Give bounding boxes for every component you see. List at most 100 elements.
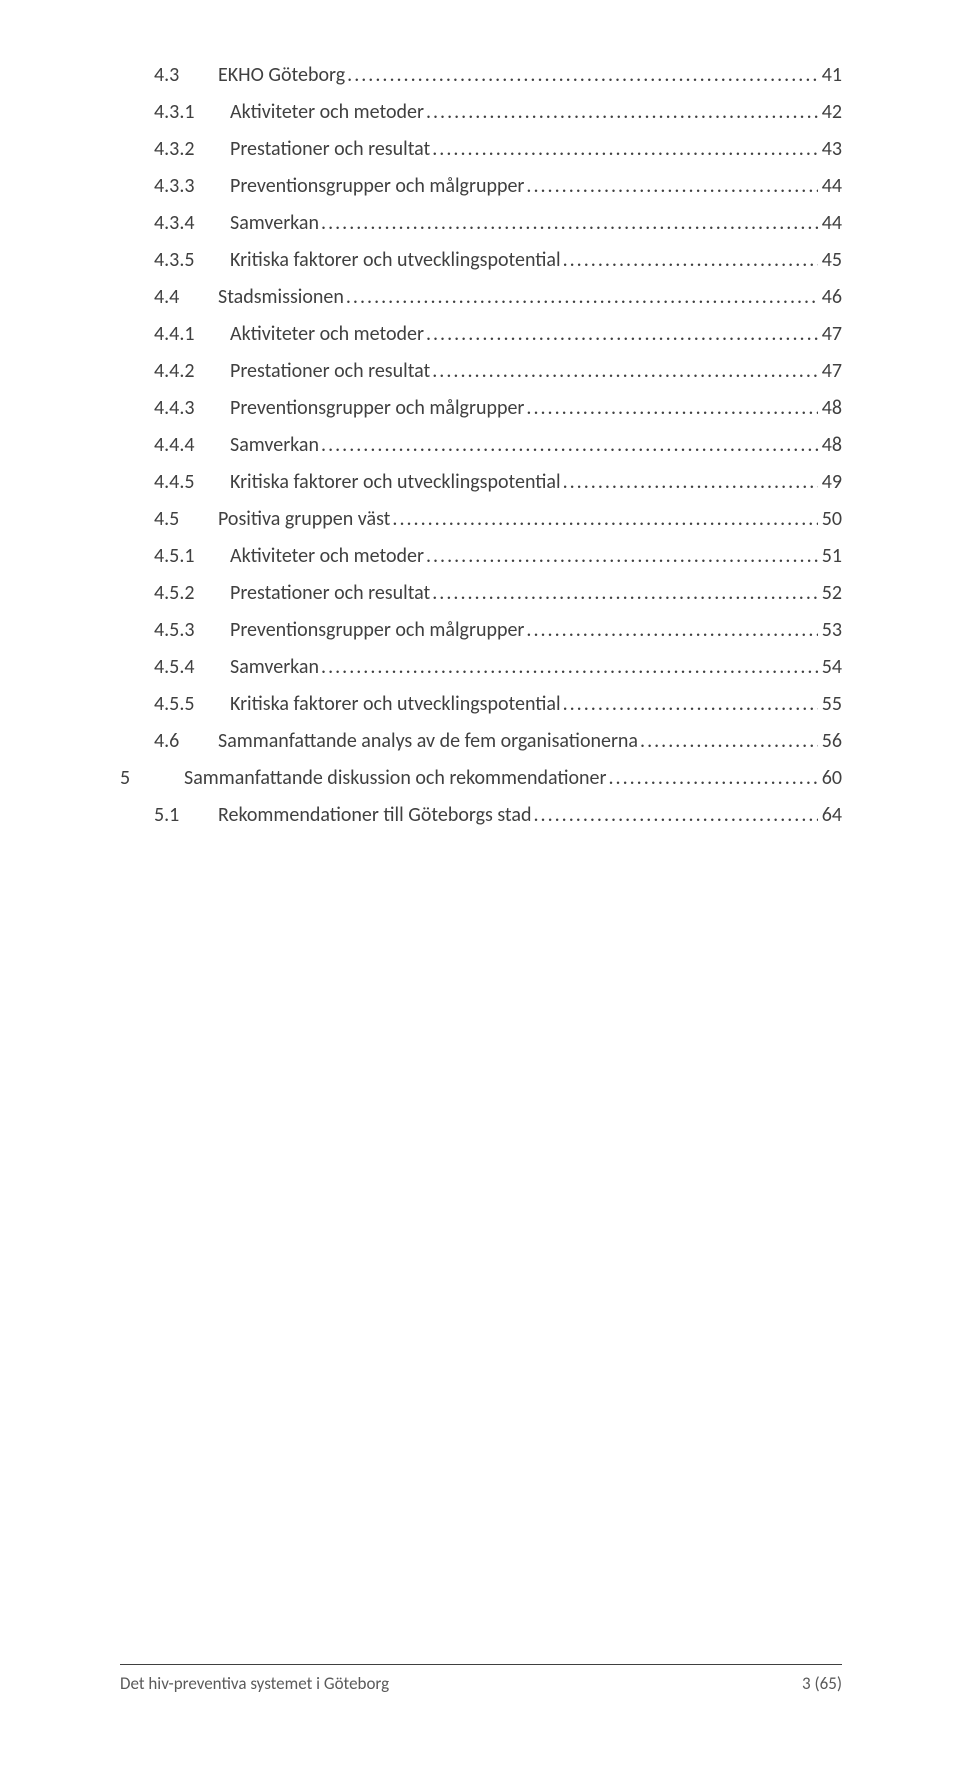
toc-entry-number: 4.4.1 [154, 317, 230, 351]
toc-leader-dots [563, 243, 818, 277]
toc-entry: 5Sammanfattande diskussion och rekommend… [120, 761, 842, 795]
toc-entry: 4.5.4Samverkan54 [120, 650, 842, 684]
toc-entry-number: 4.3.3 [154, 169, 230, 203]
toc-entry-title: Preventionsgrupper och målgrupper [230, 613, 526, 647]
toc-entry: 4.5.2Prestationer och resultat 52 [120, 576, 842, 610]
toc-entry: 4.3.2Prestationer och resultat43 [120, 132, 842, 166]
toc-entry-title: Kritiska faktorer och utvecklingspotenti… [230, 243, 563, 277]
toc-entry-title: Preventionsgrupper och målgrupper [230, 391, 526, 425]
toc-leader-dots [563, 465, 818, 499]
toc-entry-number: 4.3 [154, 58, 218, 92]
toc-leader-dots [426, 539, 818, 573]
toc-leader-dots [533, 798, 817, 832]
toc-entry: 4.5.1Aktiviteter och metoder 51 [120, 539, 842, 573]
toc-entry-page: 51 [818, 539, 842, 573]
footer-doc-title: Det hiv-preventiva systemet i Göteborg [120, 1673, 389, 1694]
toc-leader-dots [321, 650, 818, 684]
toc-leader-dots [432, 576, 817, 610]
toc-entry-title: Sammanfattande diskussion och rekommenda… [184, 761, 608, 795]
toc-entry-number: 4.5.3 [154, 613, 230, 647]
toc-leader-dots [640, 724, 818, 758]
toc-entry: 4.3EKHO Göteborg 41 [120, 58, 842, 92]
toc-entry-title: EKHO Göteborg [218, 58, 347, 92]
toc-entry: 4.3.3Preventionsgrupper och målgrupper 44 [120, 169, 842, 203]
toc-entry-title: Sammanfattande analys av de fem organisa… [218, 724, 640, 758]
toc-entry-page: 47 [818, 317, 842, 351]
toc-entry: 4.3.5Kritiska faktorer och utvecklingspo… [120, 243, 842, 277]
toc-entry-page: 55 [818, 687, 842, 721]
toc-leader-dots [321, 206, 818, 240]
toc-entry-page: 49 [818, 465, 842, 499]
toc-entry-page: 60 [818, 761, 842, 795]
toc-entry: 4.4.5Kritiska faktorer och utvecklingspo… [120, 465, 842, 499]
toc-entry: 4.3.1Aktiviteter och metoder 42 [120, 95, 842, 129]
toc-leader-dots [526, 169, 817, 203]
toc-entry: 4.4.1Aktiviteter och metoder 47 [120, 317, 842, 351]
toc-leader-dots [426, 95, 818, 129]
toc-entry-page: 48 [818, 428, 842, 462]
toc-entry-page: 47 [818, 354, 842, 388]
toc-entry-page: 43 [818, 132, 842, 166]
toc-entry-page: 46 [818, 280, 842, 314]
toc-entry-title: Aktiviteter och metoder [230, 539, 426, 573]
toc-entry-page: 44 [818, 206, 842, 240]
toc-entry-title: Stadsmissionen [218, 280, 346, 314]
toc-entry-title: Positiva gruppen väst [218, 502, 392, 536]
toc-entry-number: 4.3.1 [154, 95, 230, 129]
toc-entry-number: 4.4.2 [154, 354, 230, 388]
toc-entry-title: Prestationer och resultat [230, 132, 432, 166]
toc-leader-dots [426, 317, 818, 351]
toc-entry-title: Samverkan [230, 650, 321, 684]
toc-entry-title: Prestationer och resultat [230, 354, 432, 388]
toc-entry-page: 52 [818, 576, 842, 610]
toc-entry-title: Aktiviteter och metoder [230, 95, 426, 129]
toc-entry-number: 4.6 [154, 724, 218, 758]
toc-entry-page: 53 [818, 613, 842, 647]
toc-entry: 4.5Positiva gruppen väst50 [120, 502, 842, 536]
toc-leader-dots [608, 761, 817, 795]
toc-leader-dots [526, 613, 817, 647]
toc-entry-title: Kritiska faktorer och utvecklingspotenti… [230, 687, 563, 721]
toc-entry-page: 48 [818, 391, 842, 425]
toc-entry-number: 4.5.1 [154, 539, 230, 573]
toc-entry-title: Samverkan [230, 428, 321, 462]
toc-entry-number: 4.3.5 [154, 243, 230, 277]
toc-entry: 4.3.4Samverkan44 [120, 206, 842, 240]
toc-entry-page: 44 [818, 169, 842, 203]
toc-entry: 4.5.3Preventionsgrupper och målgrupper 53 [120, 613, 842, 647]
toc-entry-title: Samverkan [230, 206, 321, 240]
toc-entry-page: 64 [818, 798, 842, 832]
toc-entry-page: 56 [818, 724, 842, 758]
toc-leader-dots [392, 502, 817, 536]
toc-entry-page: 45 [818, 243, 842, 277]
page: 4.3EKHO Göteborg414.3.1Aktiviteter och m… [0, 0, 960, 1776]
toc-entry-number: 5.1 [154, 798, 218, 832]
footer-divider [120, 1664, 842, 1665]
toc-entry-page: 42 [818, 95, 842, 129]
toc-entry: 5.1Rekommendationer till Göteborgs stad 6… [120, 798, 842, 832]
toc-entry-number: 4.5.2 [154, 576, 230, 610]
toc-entry: 4.4.3Preventionsgrupper och målgrupper48 [120, 391, 842, 425]
toc-entry-number: 4.4.4 [154, 428, 230, 462]
toc-leader-dots [432, 354, 817, 388]
toc-leader-dots [432, 132, 817, 166]
page-footer: Det hiv-preventiva systemet i Göteborg 3… [0, 1664, 960, 1694]
toc-entry-title: Rekommendationer till Göteborgs stad [218, 798, 533, 832]
toc-entry-page: 41 [818, 58, 842, 92]
toc-leader-dots [526, 391, 817, 425]
toc-entry-number: 4.5.4 [154, 650, 230, 684]
toc-entry: 4.4.4Samverkan 48 [120, 428, 842, 462]
footer-row: Det hiv-preventiva systemet i Göteborg 3… [120, 1673, 842, 1694]
toc-leader-dots [321, 428, 818, 462]
toc-leader-dots [563, 687, 818, 721]
footer-page-number: 3 (65) [802, 1673, 842, 1694]
toc-entry-title: Aktiviteter och metoder [230, 317, 426, 351]
toc-leader-dots [346, 280, 818, 314]
toc-entry: 4.4.2Prestationer och resultat 47 [120, 354, 842, 388]
toc-entry-number: 4.4.5 [154, 465, 230, 499]
toc-entry-title: Preventionsgrupper och målgrupper [230, 169, 526, 203]
toc-entry-page: 50 [818, 502, 842, 536]
toc-entry: 4.6Sammanfattande analys av de fem organ… [120, 724, 842, 758]
toc-entry-number: 5 [120, 761, 184, 795]
toc-entry-title: Prestationer och resultat [230, 576, 432, 610]
